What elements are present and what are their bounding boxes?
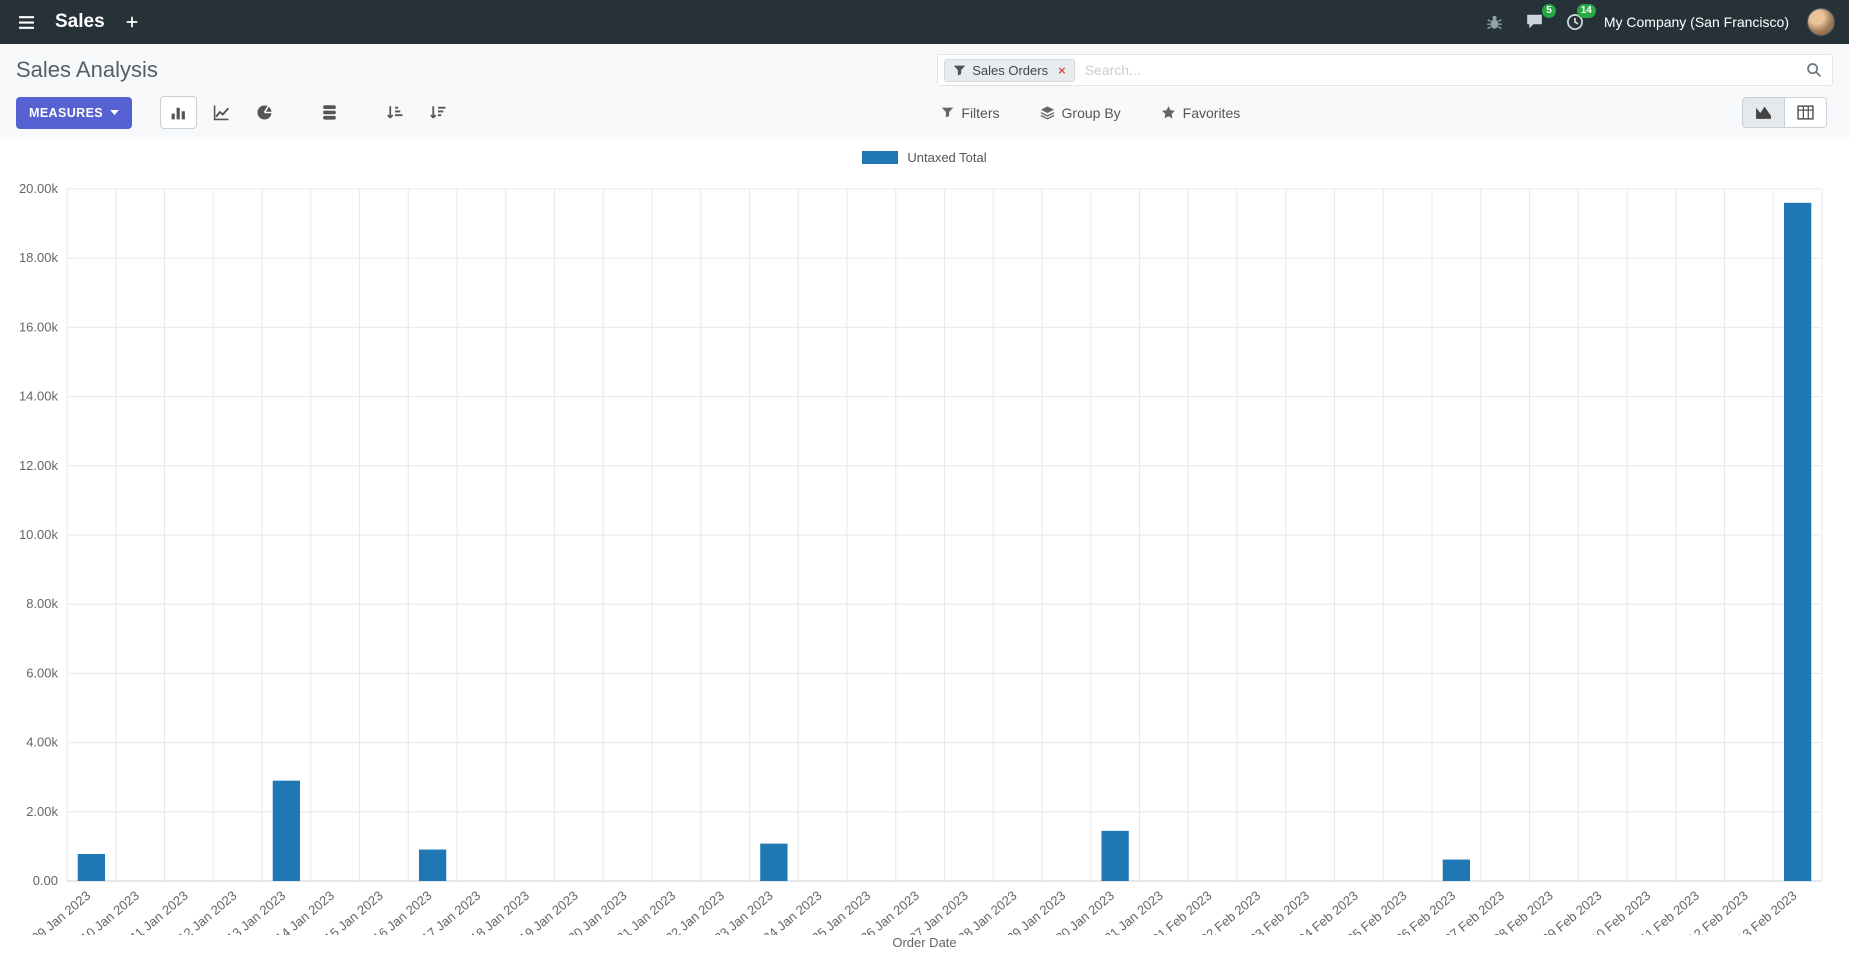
legend-label: Untaxed Total [907,149,987,165]
group-by-button-label: Group By [1061,104,1121,121]
plus-icon [126,16,137,28]
navbar-right: 5 14 My Company (San Francisco) [1484,4,1835,36]
measures-button-label: MEASURES [29,105,104,120]
filter-icon [942,107,954,118]
y-axis-tick: 2.00k [26,804,58,819]
sort-descending-icon [430,106,446,119]
y-axis-tick: 8.00k [26,596,58,611]
y-axis-tick: 16.00k [19,319,59,334]
stacked-icon [323,105,336,120]
bar[interactable] [1442,859,1471,881]
sort-ascending-icon [387,106,403,119]
bar[interactable] [272,780,301,881]
pie-chart-button[interactable] [246,96,283,129]
bar-chart-icon [171,107,185,120]
legend-color-swatch [862,150,899,164]
bar[interactable] [760,843,788,881]
view-switcher [1742,97,1827,128]
breadcrumb-row: Sales Analysis Sales Orders × [16,54,1833,86]
activities-badge: 14 [1576,4,1596,18]
y-axis-tick: 10.00k [19,527,59,542]
pie-chart-icon [257,105,272,120]
debug-button[interactable] [1484,12,1505,33]
bar[interactable] [1783,202,1812,882]
filters-button-label: Filters [961,104,1000,121]
y-axis-tick: 6.00k [26,665,58,680]
search-options: Filters Group By Favorites [935,104,1246,122]
star-icon [1161,106,1175,119]
pivot-table-icon [1797,105,1814,120]
clock-icon [1566,14,1583,30]
y-axis-tick: 0.00 [33,873,58,888]
facet-remove-button[interactable]: × [1058,62,1066,78]
bar-chart: 0.00 2.00k 4.00k 6.00k 8.00k 10.00k 12.00k 14.0… [19,181,1823,935]
bar[interactable] [1101,830,1129,881]
filter-facet-icon [954,65,966,75]
messages-badge: 5 [1542,4,1556,18]
bar[interactable] [77,854,106,881]
y-axis-tick: 12.00k [19,458,59,473]
search-bar[interactable]: Sales Orders × [937,54,1833,86]
group-by-button[interactable]: Group By [1034,104,1127,122]
caret-down-icon [110,109,119,115]
search-facet-label: Sales Orders [972,62,1049,78]
search-input[interactable] [1082,61,1798,79]
navbar-left: Sales [14,11,143,34]
layers-icon [1040,106,1054,120]
chat-bubble-icon [1527,14,1542,29]
messages-button[interactable]: 5 [1523,4,1556,33]
top-navbar: Sales 5 14 My Compa [0,0,1849,44]
favorites-button[interactable]: Favorites [1155,104,1247,122]
bug-icon [1487,15,1502,29]
search-facet[interactable]: Sales Orders × [944,58,1075,82]
line-chart-icon [213,105,230,121]
y-axis-tick: 4.00k [26,735,58,750]
chart-controls: MEASURES [16,96,935,129]
sort-ascending-button[interactable] [376,96,413,129]
y-axis-tick: 14.00k [19,389,59,404]
hamburger-icon [19,15,34,29]
page-title: Sales Analysis [16,57,158,82]
x-axis-title: Order Date [892,935,957,950]
graph-view-button[interactable] [1743,98,1784,127]
y-axis-tick: 20.00k [19,181,59,196]
y-axis-tick: 18.00k [19,250,59,265]
bar-chart-button[interactable] [160,96,198,129]
favorites-button-label: Favorites [1182,104,1241,121]
search-icon[interactable] [1806,62,1822,78]
line-chart-button[interactable] [203,96,240,129]
chart-legend[interactable]: Untaxed Total [0,145,1849,169]
chart-container: Untaxed Total 0.00 2.00k 4.00k 6.00k 8.00k 10… [0,139,1849,953]
area-chart-icon [1756,106,1771,119]
toolbar-row: MEASURES [16,96,1833,129]
sort-descending-button[interactable] [419,96,456,129]
avatar[interactable] [1807,8,1835,36]
app-name[interactable]: Sales [55,11,105,32]
apps-menu-button[interactable] [14,11,39,34]
stacked-button[interactable] [311,96,348,129]
filters-button[interactable]: Filters [935,104,1005,122]
company-name[interactable]: My Company (San Francisco) [1603,14,1789,30]
pivot-view-button[interactable] [1784,98,1826,127]
measures-button[interactable]: MEASURES [16,96,133,129]
control-panel: Sales Analysis Sales Orders × MEASURES [0,44,1849,139]
new-tab-button[interactable] [121,11,143,33]
activities-button[interactable]: 14 [1564,4,1596,33]
bar[interactable] [418,849,447,881]
